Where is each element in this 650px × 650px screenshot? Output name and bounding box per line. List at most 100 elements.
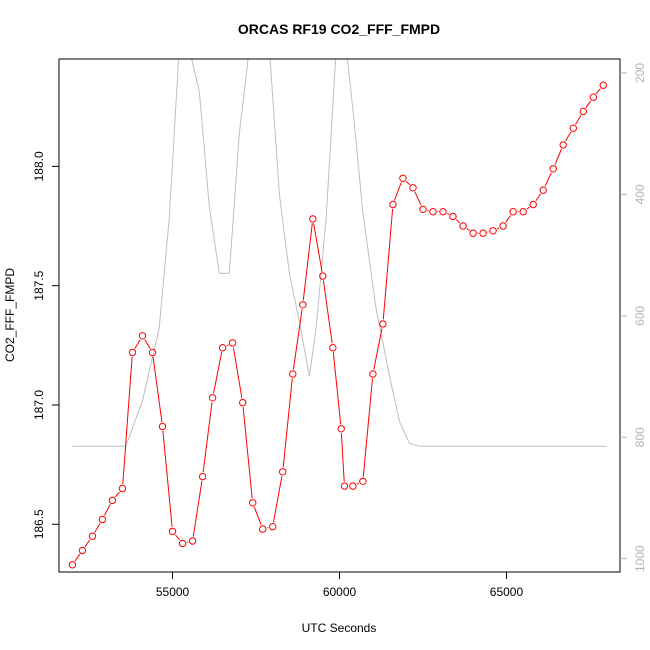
primary-series-segment [322,280,333,344]
data-point [138,332,147,340]
data-point [249,499,257,507]
primary-series-segment [213,352,223,394]
data-point [279,468,287,476]
primary-series-segment [466,228,470,232]
data-point [489,227,497,235]
x-tick-label: 60000 [323,585,357,599]
data-point [118,484,127,493]
secondary-y-tick-label: 1000 [633,545,647,572]
data-point [228,339,237,347]
primary-series-segment [144,339,151,349]
primary-series-segment [253,506,262,525]
data-point [168,527,177,536]
secondary-y-tick-label: 200 [633,63,647,83]
secondary-y-tick-label: 600 [633,305,647,325]
plot-frame [58,58,621,573]
x-axis-label: UTC Seconds [302,621,377,635]
plot-content [68,59,607,569]
data-point [198,472,207,481]
data-point [309,215,317,223]
data-point [449,212,457,221]
data-point [337,425,345,433]
primary-series-segment [595,88,601,95]
y-tick-label: 187.0 [32,390,46,420]
data-point [529,200,537,209]
data-point [499,222,507,230]
y-tick-label: 186.5 [32,509,46,539]
primary-series-segment [526,206,530,210]
data-point [549,165,557,173]
primary-series-segment [152,356,163,423]
data-point [349,482,357,490]
primary-series-segment [575,115,582,125]
data-point [379,320,387,328]
data-point [98,515,107,524]
data-point [459,222,467,230]
data-point [509,208,517,216]
data-point [269,523,277,531]
primary-series-segment [505,215,512,223]
data-point [88,532,97,540]
y-axis-label: CO2_FFF_FMPD [3,268,17,362]
primary-series-segment [273,476,283,523]
data-point [519,208,527,216]
primary-series-segment [332,352,342,425]
data-point [569,124,577,132]
data-point [369,370,377,378]
data-point [188,537,197,545]
primary-series-segment [134,339,141,349]
primary-series-segment [446,213,450,215]
primary-series-segment [382,208,394,320]
secondary-series-line [72,59,607,447]
primary-series-segment [282,378,293,468]
data-point [399,174,407,183]
data-point [389,200,397,209]
primary-series-segment [554,148,562,165]
primary-series-segment [356,482,360,485]
primary-series-segment [122,356,133,485]
primary-series-segment [535,193,542,202]
primary-series-segment [114,491,120,498]
x-tick-label: 55000 [156,585,190,599]
primary-series-segment [585,100,592,109]
data-point [579,107,587,116]
primary-series-segment [496,227,500,230]
primary-series-segment [455,219,461,224]
data-point [559,141,567,149]
primary-series-segment [302,223,313,301]
data-point [208,394,217,402]
primary-series-segment [405,181,411,186]
data-point [329,344,337,352]
data-point [299,301,307,309]
primary-series-segment [373,328,383,370]
data-point [78,546,87,555]
y-axis: 186.5 187.0 187.5 188.0 [32,151,60,539]
data-point [409,184,417,192]
primary-series-segment [544,172,552,187]
primary-series-segment [84,539,91,548]
data-point [148,348,157,357]
x-axis: 55000 60000 65000 [156,571,524,599]
data-point [218,344,227,352]
primary-series-segment [232,347,243,399]
data-point [539,186,547,194]
data-point [429,208,437,216]
primary-series-segment [565,131,572,142]
data-point [469,229,477,237]
data-point [128,348,137,357]
primary-series-segment [340,433,345,482]
secondary-y-tick-label: 800 [633,427,647,447]
data-point [68,561,77,569]
data-point [359,477,367,485]
data-point [158,422,167,431]
data-point [599,81,607,89]
primary-series-segment [202,402,213,473]
primary-series-segment [242,407,253,499]
data-point [259,525,267,533]
primary-series-segment [394,182,402,201]
x-tick-label: 65000 [490,585,524,599]
data-point [589,93,597,101]
data-point [239,398,247,407]
primary-series-segment [104,504,111,516]
